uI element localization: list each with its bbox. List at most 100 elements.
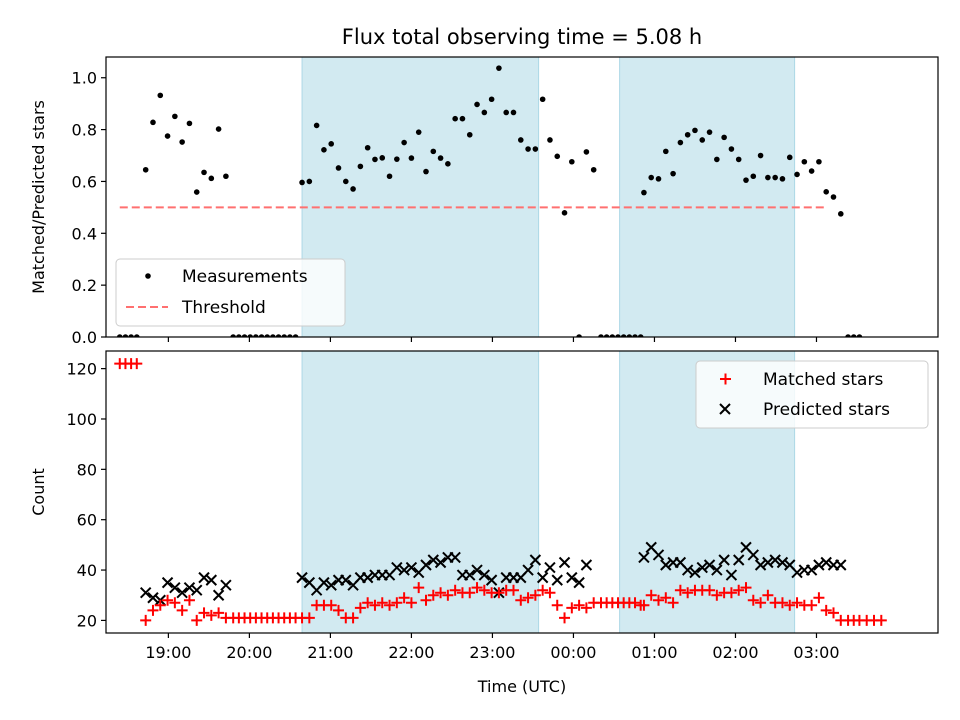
matched-stars-point (551, 599, 563, 611)
predicted-stars-point (551, 574, 563, 586)
predicted-stars-point (754, 559, 767, 571)
matched-stars-point (776, 597, 788, 609)
legend: Measurements Threshold (115, 258, 346, 327)
matched-stars-point (391, 597, 403, 609)
predicted-stars-point (340, 574, 352, 586)
measurement-point (794, 171, 800, 178)
measurement-point (328, 141, 335, 147)
matched-stars-point (442, 589, 454, 601)
matched-stars-point (162, 594, 174, 606)
measurement-point (401, 139, 407, 146)
measurement-point (750, 173, 757, 180)
matched-stars-point (325, 599, 337, 611)
matched-stars-point (303, 612, 315, 624)
measurement-point (437, 155, 444, 161)
measurement-point (236, 334, 242, 337)
matched-stars-point (784, 599, 796, 611)
measurement-point (569, 158, 575, 165)
predicted-stars-point (161, 576, 174, 589)
predicted-stars-point (471, 564, 483, 576)
measurement-point (517, 137, 524, 143)
measurement-point (850, 334, 857, 337)
measurement-point (772, 174, 778, 181)
predicted-stars-point (580, 559, 593, 571)
measurement-point (706, 129, 713, 135)
measurement-point (258, 334, 265, 337)
measurement-point (620, 334, 627, 337)
measurement-point (837, 211, 844, 217)
measurement-point (721, 134, 727, 141)
predicted-stars-point (652, 549, 665, 561)
matched-stars-point (544, 587, 556, 599)
axes-frame (105, 56, 939, 338)
measurement-point (342, 178, 349, 185)
predicted-stars-point (478, 569, 491, 581)
measurement-point (632, 334, 638, 337)
predicted-stars-point (681, 564, 694, 576)
measurement-point (133, 334, 140, 337)
measurement-point (408, 155, 415, 161)
measurement-point (350, 186, 356, 192)
top-panel-ratio: 0.0 0.2 0.4 0.6 0.8 1.0 Matched/Predicted star… (29, 56, 939, 347)
matched-stars-point (354, 602, 366, 614)
measurement-point (459, 115, 466, 122)
measurement-point (845, 334, 851, 337)
measurement-point (670, 170, 676, 177)
measurement-point (648, 174, 655, 181)
predicted-stars-point (638, 551, 650, 564)
measurement-point (122, 334, 129, 337)
predicted-stars-point (529, 554, 542, 566)
measurement-point (116, 334, 123, 337)
matched-stars-point (740, 582, 752, 594)
measurement-point (142, 166, 149, 173)
chart-title: Flux total observing time = 5.08 h (342, 25, 702, 49)
predicted-stars-point (391, 561, 403, 574)
y-axis-label: Matched/Predicted stars (29, 100, 48, 294)
matched-stars-point (420, 594, 432, 606)
predicted-stars-point (558, 556, 571, 569)
measurement-point (379, 155, 386, 161)
measurement-point (801, 158, 808, 165)
legend-box (695, 360, 929, 429)
measurement-point (532, 146, 539, 152)
x-tick-label: 20:00 (226, 643, 272, 662)
measurement-point (786, 154, 793, 161)
measurement-point (364, 144, 371, 151)
measurement-point (583, 149, 590, 155)
matched-stars-point (478, 584, 490, 596)
measurement-point (157, 92, 164, 99)
y-tick-label: 60 (77, 511, 97, 530)
predicted-stars-point (361, 571, 374, 584)
measurement-point (335, 165, 342, 171)
measurement-point (287, 334, 293, 337)
predicted-stars-point (147, 592, 159, 604)
predicted-stars-point (464, 569, 476, 581)
measurement-point (823, 189, 830, 195)
measurement-point (641, 189, 647, 196)
measurement-point (808, 168, 815, 174)
matched-stars-point (384, 599, 396, 611)
matched-stars-point (573, 599, 585, 611)
plot-area (116, 57, 863, 337)
x-tick-label: 19:00 (145, 643, 191, 662)
predicted-stars-point (573, 576, 585, 589)
measurement-point (474, 101, 480, 108)
matched-stars-point (427, 589, 439, 601)
predicted-stars-point (733, 554, 745, 566)
measurement-point (321, 147, 327, 153)
matched-stars-point (820, 604, 832, 616)
matched-stars-point (529, 589, 541, 601)
matched-stars-point (435, 587, 447, 599)
measurement-point (415, 129, 422, 135)
matched-stars-point (205, 609, 217, 621)
measurement-point (275, 334, 282, 337)
predicted-stars-point (205, 574, 218, 586)
predicted-stars-point (696, 561, 708, 574)
predicted-stars-point (703, 559, 716, 571)
y-tick-label: 80 (77, 460, 97, 479)
measurement-point (394, 156, 400, 162)
matched-stars-point (376, 597, 388, 609)
measurement-point (357, 163, 364, 170)
x-tick-label: 01:00 (631, 643, 677, 662)
